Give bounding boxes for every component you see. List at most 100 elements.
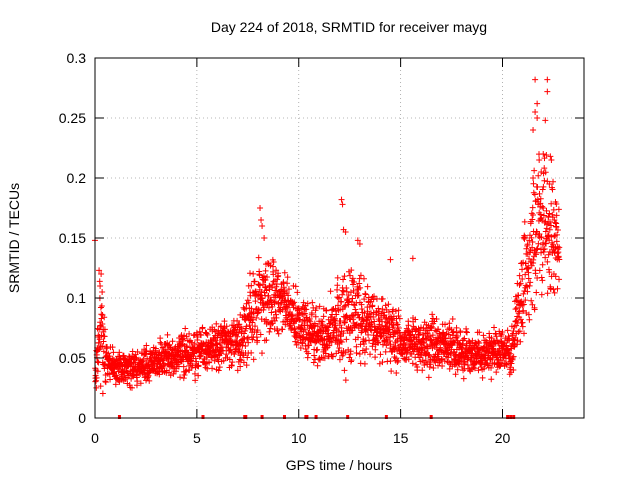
data-point [134,378,141,385]
data-point [157,339,164,346]
data-point [245,299,252,306]
data-point [476,340,483,347]
data-point [504,327,511,334]
data-point [262,284,269,291]
data-point [538,169,545,175]
data-point [522,260,529,267]
data-point [503,342,510,349]
data-point [137,380,144,387]
data-point [281,269,288,276]
data-point [228,349,235,356]
data-point [305,350,312,357]
data-point [97,304,104,311]
data-point [519,276,526,283]
data-point [538,274,545,281]
data-point [270,271,277,278]
data-point [407,331,414,338]
data-point [213,320,220,327]
data-point [257,331,264,338]
data-point [319,322,326,329]
data-point [248,282,255,289]
data-point [429,332,436,339]
data-point [349,295,356,302]
data-point [347,358,354,365]
data-point [93,384,100,391]
data-point [196,328,203,335]
data-point [538,249,545,256]
data-point [304,354,311,361]
data-point [318,318,325,325]
data-point [248,314,255,321]
data-point [353,343,360,350]
data-point [303,306,310,313]
data-point [387,341,394,348]
data-point [280,279,287,286]
data-point [338,298,345,305]
data-point [109,344,116,351]
data-point [398,350,405,357]
data-point [376,317,383,324]
rug-mark [384,415,388,419]
data-point [280,284,287,291]
data-point [459,349,466,356]
data-point [169,360,176,367]
data-point [551,217,558,224]
data-point [191,340,198,347]
data-point [508,360,515,367]
data-point [262,267,269,274]
data-point [522,271,529,278]
data-point [537,195,544,202]
data-point [546,237,553,244]
data-point [537,211,544,218]
data-point [421,362,428,369]
data-point [499,357,506,364]
data-point [352,306,359,313]
data-point [422,357,429,364]
data-point [534,184,541,191]
data-point [556,244,563,251]
data-point [502,360,509,367]
data-point [270,258,277,265]
data-point [170,370,177,377]
data-point [284,274,291,281]
data-point [242,342,249,349]
data-point [379,295,386,302]
data-point [458,357,465,364]
data-point [395,357,402,364]
data-point [237,363,244,370]
data-point [482,337,489,344]
data-point [195,372,202,379]
data-point [430,315,437,322]
data-point [216,364,223,371]
data-point [297,325,304,332]
data-point [452,371,459,378]
data-point [348,357,355,364]
data-point [372,354,379,361]
data-point [99,343,106,350]
data-point [539,217,546,224]
data-point [391,346,398,353]
data-point [359,314,366,321]
data-point [284,280,291,287]
data-point [254,327,261,334]
data-point [535,172,542,179]
data-point [396,329,403,336]
data-point [409,360,416,367]
data-point [529,239,536,246]
data-point [548,233,555,240]
data-point [550,286,557,293]
data-point [95,347,102,354]
data-point [365,314,372,321]
data-point [333,311,340,318]
data-point [269,303,276,310]
data-point [392,307,399,314]
data-point [476,329,483,336]
data-point [364,283,371,290]
data-point [102,378,109,385]
data-point [313,347,320,354]
data-point [347,272,354,279]
data-point [193,329,200,336]
data-point [527,279,534,286]
x-tick-label: 5 [193,430,201,446]
